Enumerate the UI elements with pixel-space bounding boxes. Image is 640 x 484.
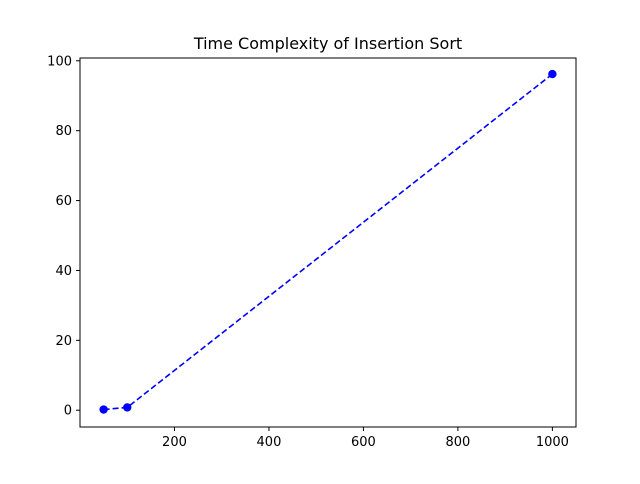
x-tick-label: 200 — [162, 435, 187, 450]
y-tick-label: 40 — [55, 264, 72, 279]
data-point — [123, 403, 132, 412]
x-tick-label: 1000 — [536, 435, 569, 450]
y-tick-label: 0 — [64, 404, 72, 419]
x-tick-label: 400 — [257, 435, 282, 450]
x-tick-label: 600 — [351, 435, 376, 450]
data-point — [548, 69, 557, 79]
y-tick-label: 100 — [47, 54, 72, 69]
y-tick-label: 20 — [55, 334, 72, 349]
series-line — [103, 73, 553, 411]
plot-frame — [79, 57, 577, 428]
chart-title: Time Complexity of Insertion Sort — [193, 34, 462, 53]
x-axis: 200 400 600 800 1000 — [162, 427, 569, 450]
x-tick-label: 800 — [445, 435, 470, 450]
plot-area — [99, 69, 557, 414]
y-axis: 0 20 40 60 80 100 — [47, 54, 80, 419]
y-tick-label: 60 — [55, 194, 72, 209]
data-point — [99, 405, 108, 414]
y-tick-label: 80 — [55, 124, 72, 139]
